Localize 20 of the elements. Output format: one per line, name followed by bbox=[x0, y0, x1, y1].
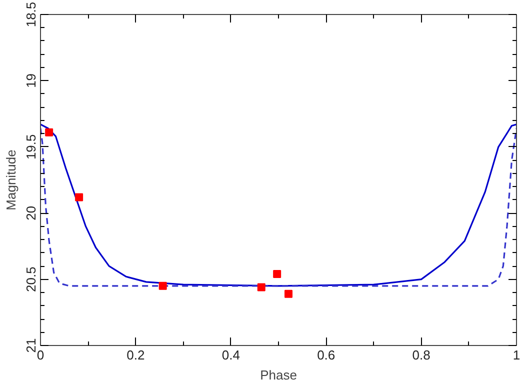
point bbox=[273, 270, 282, 278]
x-tick-label: 1 bbox=[512, 348, 520, 362]
point bbox=[45, 128, 54, 136]
x-tick-label: 0.8 bbox=[412, 348, 430, 362]
point bbox=[158, 282, 167, 290]
y-tick-label: 19.5 bbox=[24, 134, 38, 160]
x-tick-label: 0.2 bbox=[126, 348, 145, 362]
x-tick-label: 0.4 bbox=[222, 348, 240, 362]
x-axis-title: Phase bbox=[260, 368, 297, 382]
point bbox=[257, 283, 266, 292]
y-tick-label: 18.5 bbox=[24, 2, 38, 28]
y-tick-label: 20 bbox=[24, 206, 38, 220]
y-tick-label: 20.5 bbox=[24, 266, 38, 292]
x-tick-label: 0.6 bbox=[317, 348, 336, 362]
y-tick-label: 19 bbox=[24, 73, 38, 88]
y-axis-title: Magnitude bbox=[4, 150, 18, 210]
x-tick-label: 0 bbox=[36, 348, 44, 362]
point bbox=[284, 290, 292, 298]
y-tick-label: 21 bbox=[24, 338, 38, 353]
point bbox=[75, 193, 84, 202]
